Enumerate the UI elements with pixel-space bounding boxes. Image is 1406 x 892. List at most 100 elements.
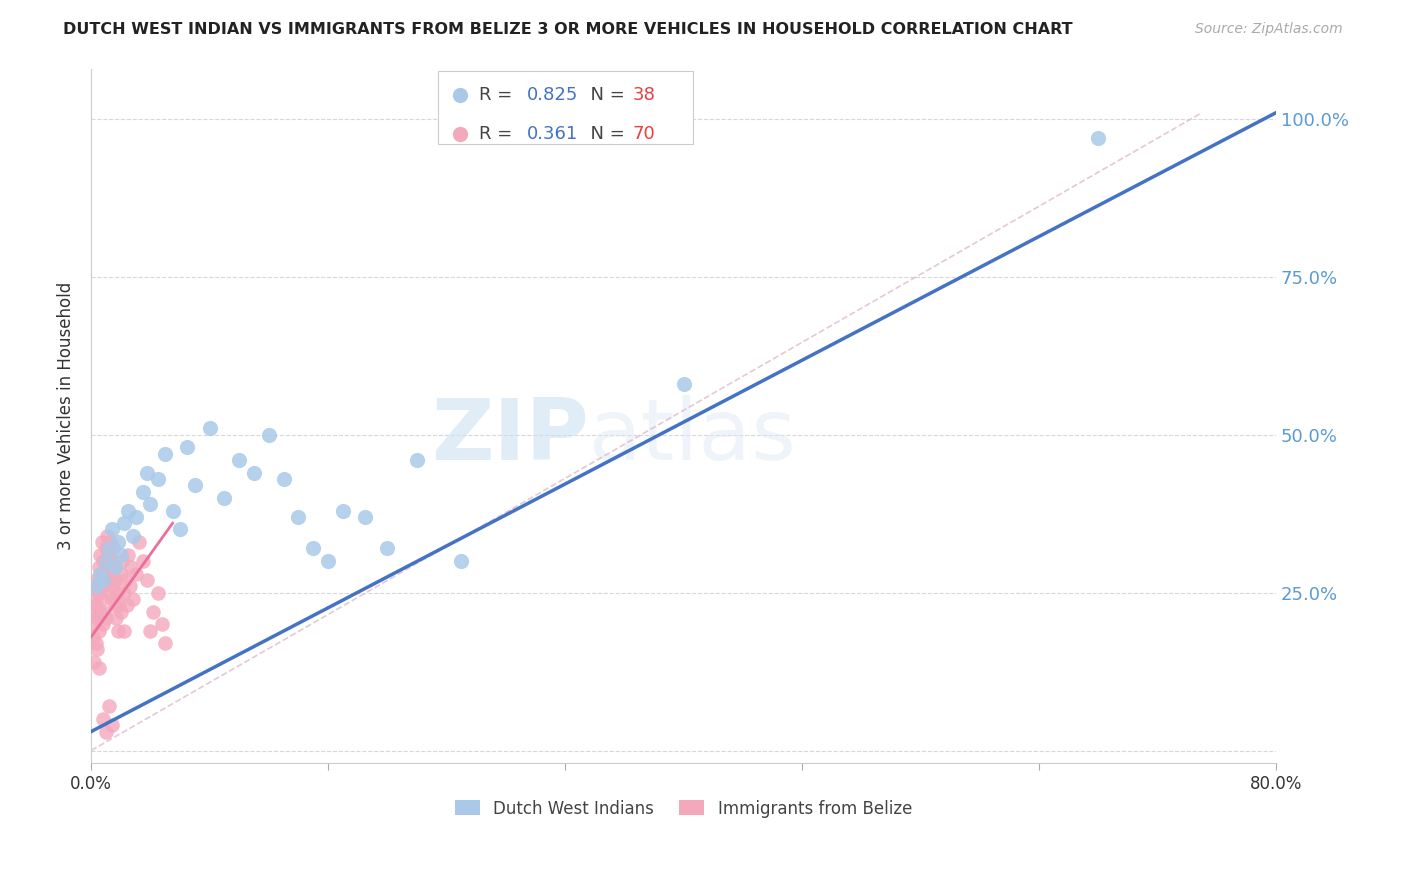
Point — [153, 636, 176, 650]
Point — [132, 484, 155, 499]
Point — [101, 718, 124, 732]
Point — [107, 624, 129, 638]
Point — [107, 585, 129, 599]
Point — [83, 617, 105, 632]
Point — [107, 535, 129, 549]
Point — [406, 453, 429, 467]
Point — [84, 636, 107, 650]
Point — [91, 579, 114, 593]
Point — [87, 585, 110, 599]
Point — [100, 573, 122, 587]
Point — [86, 642, 108, 657]
Point — [112, 585, 135, 599]
Point — [114, 573, 136, 587]
Point — [273, 472, 295, 486]
Point — [128, 535, 150, 549]
Point — [84, 579, 107, 593]
Point — [90, 566, 112, 581]
Point — [89, 548, 111, 562]
Point — [136, 466, 159, 480]
Point — [112, 624, 135, 638]
Point — [82, 605, 104, 619]
Point — [139, 624, 162, 638]
Point — [316, 554, 339, 568]
Point — [287, 509, 309, 524]
Point — [94, 573, 117, 587]
Point — [83, 655, 105, 669]
Point — [121, 529, 143, 543]
Point — [84, 599, 107, 613]
Text: N =: N = — [579, 125, 631, 143]
Point — [104, 560, 127, 574]
Point — [91, 554, 114, 568]
Text: atlas: atlas — [589, 395, 797, 478]
Point — [153, 447, 176, 461]
Point — [89, 573, 111, 587]
Point — [105, 573, 128, 587]
Point — [97, 548, 120, 562]
Point — [110, 566, 132, 581]
Point — [91, 573, 114, 587]
Point — [101, 554, 124, 568]
Point — [94, 541, 117, 556]
Text: DUTCH WEST INDIAN VS IMMIGRANTS FROM BELIZE 3 OR MORE VEHICLES IN HOUSEHOLD CORR: DUTCH WEST INDIAN VS IMMIGRANTS FROM BEL… — [63, 22, 1073, 37]
Point — [354, 509, 377, 524]
Point — [83, 591, 105, 606]
Point — [302, 541, 325, 556]
Point — [96, 560, 118, 574]
Point — [104, 599, 127, 613]
Text: N =: N = — [579, 86, 631, 103]
Point — [117, 548, 139, 562]
Point — [105, 611, 128, 625]
Text: 70: 70 — [633, 125, 655, 143]
Point — [162, 503, 184, 517]
Text: ZIP: ZIP — [432, 395, 589, 478]
Point — [96, 529, 118, 543]
Point — [91, 712, 114, 726]
Point — [184, 478, 207, 492]
Point — [146, 472, 169, 486]
Text: 0.361: 0.361 — [527, 125, 578, 143]
Point — [214, 491, 236, 505]
Point — [82, 630, 104, 644]
Point — [103, 579, 125, 593]
Point — [101, 591, 124, 606]
Point — [132, 554, 155, 568]
Point — [1087, 131, 1109, 145]
Point — [101, 523, 124, 537]
Point — [146, 585, 169, 599]
Point — [450, 554, 472, 568]
Point — [97, 585, 120, 599]
Text: 0.825: 0.825 — [527, 86, 578, 103]
Point — [124, 509, 146, 524]
Point — [111, 554, 134, 568]
Point — [120, 560, 142, 574]
Point — [86, 611, 108, 625]
Point — [91, 617, 114, 632]
Point — [110, 548, 132, 562]
Point — [97, 699, 120, 714]
Text: R =: R = — [478, 86, 517, 103]
Point — [176, 441, 198, 455]
Point — [136, 573, 159, 587]
Point — [169, 523, 191, 537]
Point — [332, 503, 354, 517]
Point — [84, 573, 107, 587]
Point — [94, 554, 117, 568]
Point — [377, 541, 399, 556]
Point — [89, 605, 111, 619]
Point — [87, 560, 110, 574]
Point — [243, 466, 266, 480]
Point — [121, 591, 143, 606]
Point — [100, 535, 122, 549]
Text: R =: R = — [478, 125, 517, 143]
Point — [94, 724, 117, 739]
Point — [139, 497, 162, 511]
Point — [89, 566, 111, 581]
Text: Source: ZipAtlas.com: Source: ZipAtlas.com — [1195, 22, 1343, 37]
Point — [86, 579, 108, 593]
Point — [117, 503, 139, 517]
Point — [94, 611, 117, 625]
Point — [115, 599, 138, 613]
Point — [90, 535, 112, 549]
